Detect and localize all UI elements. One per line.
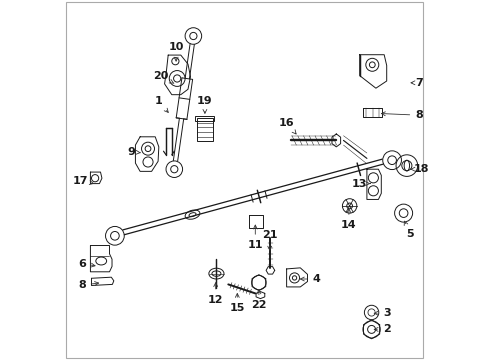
Text: 3: 3 bbox=[373, 308, 390, 318]
Text: 21: 21 bbox=[262, 230, 277, 250]
Text: 8: 8 bbox=[381, 110, 422, 120]
Text: 7: 7 bbox=[410, 78, 422, 88]
Text: 8: 8 bbox=[78, 280, 99, 290]
Text: 5: 5 bbox=[404, 221, 413, 239]
Bar bbox=[196, 118, 213, 141]
Text: 17: 17 bbox=[73, 176, 94, 186]
Text: 14: 14 bbox=[341, 209, 356, 230]
Text: 12: 12 bbox=[207, 283, 223, 305]
Text: 4: 4 bbox=[300, 274, 320, 284]
Text: 9: 9 bbox=[127, 147, 141, 157]
Text: 13: 13 bbox=[351, 179, 369, 189]
Text: 20: 20 bbox=[153, 71, 174, 83]
Text: 18: 18 bbox=[410, 164, 428, 174]
Text: 1: 1 bbox=[154, 96, 168, 112]
Text: 10: 10 bbox=[168, 42, 183, 61]
Text: 15: 15 bbox=[229, 293, 244, 313]
Text: 22: 22 bbox=[251, 290, 266, 310]
Text: 16: 16 bbox=[279, 118, 296, 134]
Text: 6: 6 bbox=[78, 258, 95, 269]
Text: 11: 11 bbox=[247, 225, 263, 250]
Text: 2: 2 bbox=[373, 324, 390, 334]
Bar bbox=[195, 117, 214, 121]
Text: 19: 19 bbox=[197, 96, 212, 113]
